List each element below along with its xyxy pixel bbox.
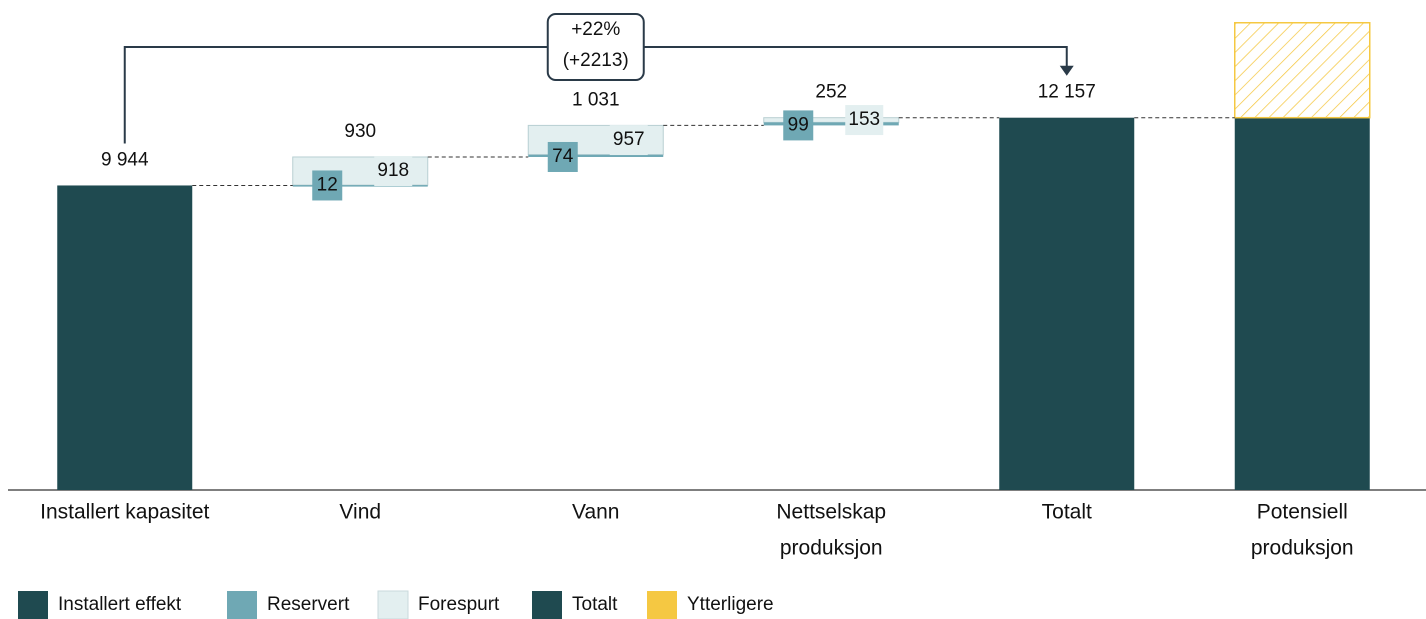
x-tick-label: Potensiell bbox=[1257, 501, 1348, 524]
bar bbox=[999, 117, 1135, 491]
x-tick-label: Vind bbox=[339, 501, 381, 524]
label-box bbox=[845, 105, 884, 136]
label-box bbox=[609, 125, 648, 156]
step-total-label: 1 031 bbox=[572, 89, 620, 110]
bar-segment bbox=[763, 117, 900, 123]
value-label: 99 bbox=[788, 114, 809, 135]
value-label: 9 944 bbox=[101, 149, 149, 170]
x-tick-label: Vann bbox=[572, 501, 620, 524]
value-label: 918 bbox=[377, 160, 409, 181]
label-box bbox=[547, 141, 578, 172]
step-total-label: 930 bbox=[344, 121, 376, 142]
x-tick-label: Nettselskap bbox=[776, 501, 886, 524]
bar-segment bbox=[528, 154, 664, 157]
annotation-text: (+2213) bbox=[563, 50, 629, 71]
value-label: 12 bbox=[317, 174, 338, 195]
annotation-box bbox=[546, 13, 645, 81]
legend-label: Totalt bbox=[572, 594, 618, 615]
legend-label: Reservert bbox=[267, 594, 350, 615]
x-tick-label: Totalt bbox=[1042, 501, 1092, 524]
value-label: 74 bbox=[552, 146, 574, 167]
bar-segment bbox=[763, 122, 899, 126]
annotation-text: +22% bbox=[571, 19, 620, 40]
legend-label: Ytterligere bbox=[687, 594, 774, 615]
legend-swatch bbox=[18, 591, 48, 619]
step-total-label: 252 bbox=[815, 82, 847, 103]
annotation-arrow bbox=[1059, 65, 1074, 76]
bar-segment bbox=[1234, 22, 1371, 119]
legend-label: Installert effekt bbox=[58, 594, 182, 615]
legend-swatch bbox=[227, 591, 257, 619]
label-box bbox=[783, 110, 814, 141]
bar-segment bbox=[292, 185, 428, 187]
bar bbox=[57, 185, 193, 490]
x-tick-label: produksjon bbox=[1251, 537, 1354, 560]
bar bbox=[1234, 117, 1370, 491]
x-tick-label: Installert kapasitet bbox=[40, 501, 209, 524]
label-box bbox=[374, 156, 413, 187]
legend-swatch bbox=[647, 591, 677, 619]
value-label: 957 bbox=[613, 129, 645, 150]
value-label: 12 157 bbox=[1038, 82, 1096, 103]
label-box bbox=[312, 170, 343, 201]
legend-label: Forespurt bbox=[418, 594, 500, 615]
legend-swatch bbox=[532, 591, 562, 619]
value-label: 153 bbox=[848, 109, 880, 130]
x-tick-label: produksjon bbox=[780, 537, 883, 560]
legend-swatch bbox=[377, 590, 409, 619]
